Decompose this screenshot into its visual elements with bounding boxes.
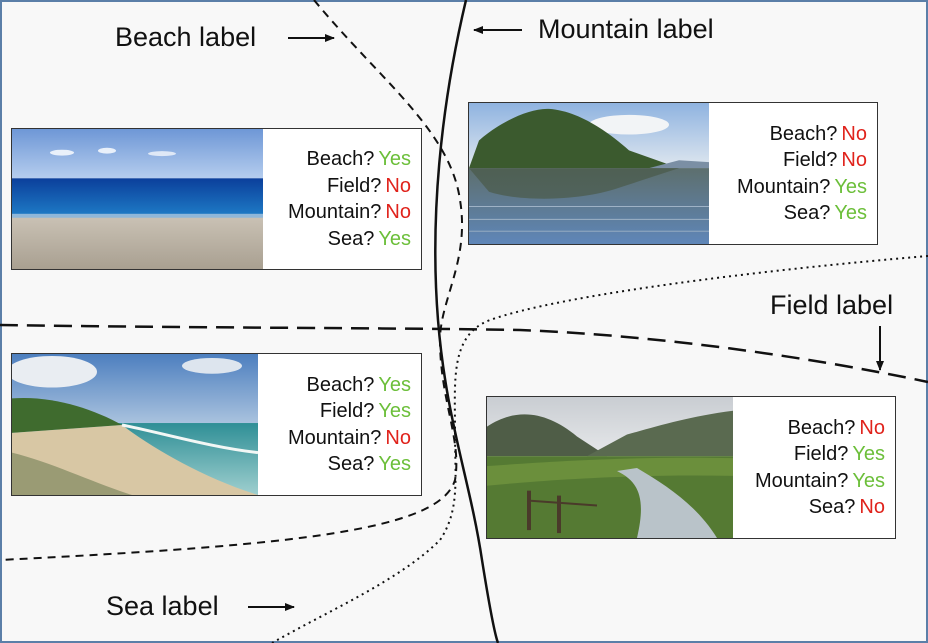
example-card-beach: Beach? Yes Field? No Mountain? No Sea? Yes [11,128,422,270]
sea-label: Sea label [106,591,219,621]
example-card-mountain-field: Beach? No Field? Yes Mountain? Yes Sea? No [486,396,896,539]
answer-row: Mountain? No [288,425,411,452]
question-text: Sea? [327,453,375,475]
label-answers: Beach? No Field? Yes Mountain? Yes Sea? No [755,397,885,538]
field-label: Field label [770,290,894,320]
question-text: Beach? [769,122,838,145]
answer-row: Sea? Yes [784,200,867,227]
label-answers: Beach? Yes Field? Yes Mountain? No Sea? Yes [288,354,411,495]
question-text: Mountain? [754,469,849,492]
question-text: Beach? [306,373,375,396]
answer-row: Sea? Yes [328,226,411,253]
answer-value: No [841,122,867,145]
answer-row: Sea? No [809,494,885,521]
answer-row: Beach? No [788,415,885,442]
question-text: Field? [793,443,849,465]
answer-row: Sea? Yes [328,451,411,478]
answer-row: Mountain? Yes [755,468,885,495]
answer-value: No [859,416,885,439]
beach-field-photo [12,354,258,495]
question-text: Beach? [306,148,375,170]
question-text: Field? [782,149,838,171]
question-text: Sea? [327,227,375,250]
answer-row: Beach? Yes [307,372,411,399]
answer-value: Yes [834,202,867,224]
answer-row: Beach? Yes [307,146,411,173]
beach-label: Beach label [115,22,257,52]
answer-row: Field? No [327,173,411,200]
beach-boundary [0,0,464,561]
answer-row: Mountain? Yes [737,174,867,201]
question-text: Field? [326,174,382,197]
question-text: Sea? [808,496,856,518]
question-text: Field? [319,400,375,422]
example-card-beach-field: Beach? Yes Field? Yes Mountain? No Sea? Yes [11,353,422,496]
mountain-boundary [434,0,500,643]
field-boundary [0,323,928,384]
answer-value: Yes [852,469,885,492]
answer-value: Yes [378,400,411,422]
answer-value: Yes [378,227,411,250]
label-answers: Beach? Yes Field? No Mountain? No Sea? Yes [288,129,411,269]
question-text: Mountain? [288,201,382,223]
question-text: Sea? [783,202,831,224]
answer-value: Yes [852,443,885,465]
answer-value: Yes [378,148,411,170]
example-card-mountain-sea: Beach? No Field? No Mountain? Yes Sea? Yes [468,102,878,245]
answer-value: No [385,174,411,197]
answer-value: Yes [378,373,411,396]
answer-value: No [859,496,885,518]
answer-row: Field? No [783,147,867,174]
answer-row: Beach? No [770,121,867,148]
question-text: Beach? [787,416,856,439]
mountain-field-photo [487,397,733,538]
answer-value: Yes [378,453,411,475]
answer-value: No [385,201,411,223]
mountain-sea-photo [469,103,709,244]
answer-value: Yes [834,175,867,198]
answer-value: No [385,426,411,449]
question-text: Mountain? [736,175,831,198]
question-text: Mountain? [288,426,382,449]
label-answers: Beach? No Field? No Mountain? Yes Sea? Yes [737,103,867,244]
mountain-label: Mountain label [538,14,714,44]
beach-photo [12,129,263,269]
answer-value: No [841,149,867,171]
answer-row: Mountain? No [288,199,411,226]
answer-row: Field? Yes [320,398,411,425]
answer-row: Field? Yes [794,441,885,468]
